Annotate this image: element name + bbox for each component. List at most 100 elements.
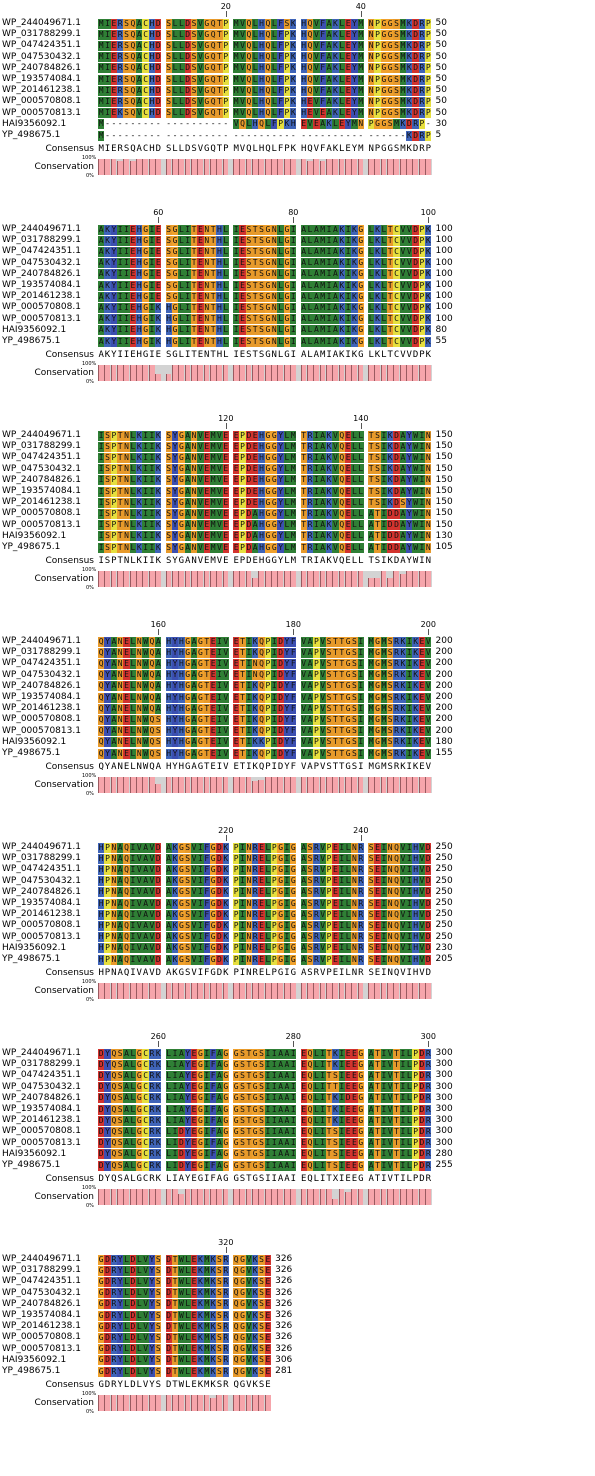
residue-cell: K [290,74,297,85]
residue-cell: K [406,40,413,52]
residue-cell: E [222,430,229,441]
conservation-bar [142,365,149,382]
conservation-bar [222,1189,229,1206]
sequence-id: WP_201461238.1 [2,1115,96,1126]
residue-cell: P [374,40,381,52]
conservation-bar [406,365,412,382]
row-end-position: 200 [436,647,453,658]
residue-cell: Q [209,108,217,119]
residue-cell: T [216,74,223,85]
residue-cell: D [184,52,191,63]
residue-cell: - [104,130,111,141]
residue-cell: M [357,52,364,63]
consensus-residue: L [358,555,364,567]
residue-cell: I [290,1070,297,1082]
conservation-bar [155,783,161,794]
residue-cell: E [110,85,118,96]
conservation-bar [104,365,111,382]
sequence-id: WP_240784826.1 [2,887,96,898]
residue-cell: F [290,726,297,737]
conservation-bar [233,1189,239,1206]
conservation-bar [406,571,412,588]
residue-cell: K [155,1070,162,1082]
residue-cell: E [155,291,162,302]
residue-cell: P [425,29,432,40]
residue-cell: E [344,85,352,96]
residue-cell: F [290,692,297,703]
residue-cell: - [258,130,265,141]
residue-cell: G [357,1104,364,1115]
conservation-bar [148,1395,155,1412]
residue-cell: V [313,29,320,40]
residue-cell: M [233,40,240,52]
conservation-bar [252,159,258,176]
residue-cell: L [171,63,179,74]
conservation-bar [412,365,419,382]
residue-cell: V [239,18,246,29]
conservation-bar [239,983,246,1000]
residue-cell: S [155,1288,162,1299]
residue-cell: R [418,96,426,108]
residue-cell: H [148,63,156,74]
row-end-position: 100 [436,258,453,269]
conservation-bar [245,1395,252,1412]
pct-100-label: 100% [82,773,96,779]
residue-cell: F [290,681,297,692]
residue-cell: L [178,18,185,29]
residue-cell: S [155,1299,162,1310]
residue-cell: Q [129,40,137,52]
residue-cell: S [155,1344,162,1355]
residue-cell: L [171,18,179,29]
conservation-bar [313,365,319,382]
residue-cell: A [325,74,333,85]
residue-cell: H [258,96,265,108]
row-end-position: 326 [275,1299,292,1310]
conservation-bar [98,365,104,382]
residue-cell: I [357,748,364,759]
residue-cell: R [117,63,124,74]
residue-cell: N [368,63,375,74]
residue-cell: V [425,658,432,670]
row-end-position: 100 [436,280,453,291]
residue-cell: M [233,74,240,85]
conservation-bar [300,777,307,794]
conservation-bar [271,983,277,1000]
sequence-id: WP_201461238.1 [2,909,96,920]
sequence-id: WP_193574084.1 [2,486,96,497]
residue-cell: G [357,235,364,246]
residue-cell: K [425,280,432,291]
conservation-bar [142,571,149,588]
residue-cell: Q [245,29,253,40]
conservation-bar [104,777,111,794]
residue-cell: N [425,531,432,542]
conservation-bar [393,365,400,382]
residue-cell: R [425,1149,432,1160]
row-end-position: 200 [436,658,453,669]
residue-cell: R [117,96,124,108]
residue-cell: F [277,85,284,96]
residue-cell: K [290,29,297,40]
conservation-bar [209,983,216,1000]
residue-cell: P [283,29,291,40]
residue-cell: G [380,74,388,85]
conservation-bar [393,983,400,1000]
residue-cell: D [425,909,432,920]
sequence-id: WP_031788299.1 [2,1265,96,1276]
conservation-bar [203,365,210,382]
residue-cell: L [338,108,345,119]
sequence-id: WP_193574084.1 [2,692,96,703]
residue-cell: I [290,1104,297,1115]
ruler-tick-label: 240 [346,826,376,835]
residue-cell: E [344,18,352,29]
residue-cell: - [171,119,179,130]
residue-cell: K [290,63,297,74]
sequence-id: WP_244049671.1 [2,1048,96,1059]
residue-cell: I [357,647,364,658]
residue-cell: V [233,119,240,130]
row-end-position: 100 [436,269,453,280]
residue-cell: R [425,1070,432,1082]
residue-cell: D [425,954,432,965]
conservation-bar [332,365,338,382]
residue-cell: I [104,29,111,40]
residue-cell: E [222,531,229,542]
